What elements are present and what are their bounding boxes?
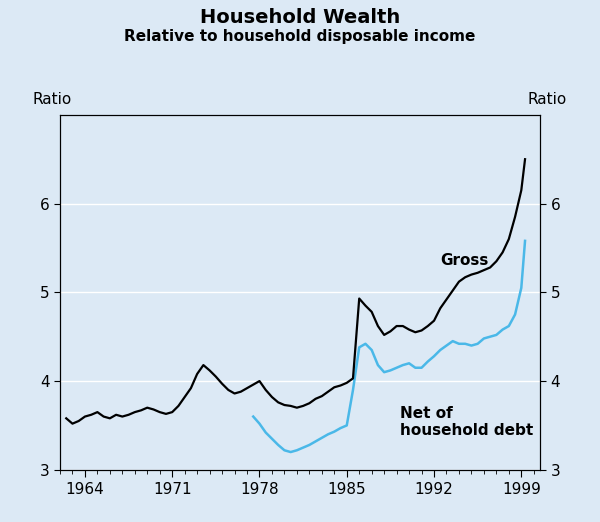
Text: Net of
household debt: Net of household debt (400, 406, 533, 438)
Text: Ratio: Ratio (33, 92, 72, 107)
Text: Household Wealth: Household Wealth (200, 8, 400, 27)
Text: Gross: Gross (440, 253, 488, 268)
Text: Ratio: Ratio (528, 92, 567, 107)
Text: Relative to household disposable income: Relative to household disposable income (124, 29, 476, 44)
